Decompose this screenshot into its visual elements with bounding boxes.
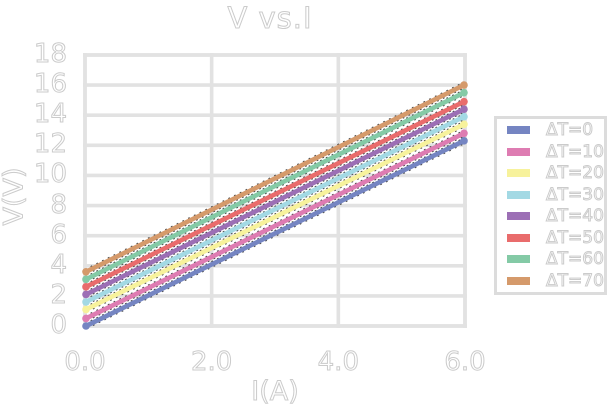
chart-title: V vs.I — [227, 1, 313, 36]
legend-label: ΔT=40 — [546, 206, 605, 227]
legend-swatch — [507, 169, 530, 178]
data-point — [460, 137, 468, 145]
y-tick-label: 18 — [33, 39, 67, 69]
legend-item: ΔT=40 — [507, 206, 605, 227]
y-tick-label: 4 — [50, 249, 68, 280]
legend-label: ΔT=50 — [546, 227, 605, 248]
x-tick-label: 6.0 — [444, 347, 486, 377]
data-point — [82, 275, 90, 284]
legend-label: ΔT=0 — [545, 120, 594, 141]
y-tick-label: 16 — [33, 69, 67, 100]
legend-swatch — [507, 255, 530, 264]
data-point — [460, 81, 468, 89]
y-tick-label: 2 — [50, 279, 68, 310]
legend-item: ΔT=60 — [507, 249, 605, 270]
data-point — [460, 105, 468, 113]
legend-label: ΔT=60 — [546, 249, 605, 270]
legend-item: ΔT=10 — [507, 141, 605, 162]
legend-swatch — [507, 147, 530, 156]
legend-item: ΔT=30 — [507, 184, 605, 205]
x-tick-label: 4.0 — [317, 347, 359, 377]
series-line-dt-0 — [83, 138, 467, 329]
x-axis-label: I(A) — [251, 376, 300, 407]
legend-swatch — [507, 276, 530, 285]
series-line-dt-30 — [83, 114, 467, 305]
legend-item: ΔT=50 — [507, 227, 605, 248]
series-line-dt-40 — [83, 106, 467, 297]
y-tick-label: 0 — [50, 310, 68, 340]
data-point — [460, 129, 468, 138]
y-tick-label: 6 — [50, 219, 68, 250]
series-line-dt-70 — [83, 82, 467, 275]
data-point — [82, 268, 90, 276]
x-tick-label: 2.0 — [190, 347, 233, 377]
legend-label: ΔT=10 — [546, 141, 605, 162]
legend-label: ΔT=20 — [546, 163, 605, 184]
data-point — [460, 112, 468, 121]
legend-label: ΔT=30 — [546, 184, 605, 205]
plot-frame — [83, 53, 467, 328]
x-tick-label: 0.0 — [64, 347, 106, 377]
data-point — [82, 305, 90, 314]
data-point — [82, 314, 90, 323]
series-line-dt-20 — [83, 121, 467, 312]
legend-item: ΔT=70 — [507, 270, 605, 291]
data-point — [82, 298, 90, 306]
data-point — [460, 120, 468, 129]
data-point — [460, 97, 468, 106]
legend-swatch — [507, 126, 530, 135]
legend-label: ΔT=70 — [546, 270, 605, 291]
y-tick-label: 10 — [33, 159, 67, 190]
legend-swatch — [507, 190, 530, 199]
y-tick-label: 12 — [33, 129, 67, 160]
data-point — [82, 283, 90, 291]
y-tick-label: 14 — [33, 99, 67, 130]
legend-item: ΔT=0 — [507, 120, 604, 141]
legend-swatch — [507, 233, 530, 242]
legend-item: ΔT=20 — [507, 163, 605, 184]
series-line-dt-50 — [83, 99, 467, 290]
legend: ΔT=0 ΔT=10 ΔT=20 ΔT=30 ΔT=40 ΔT=50 ΔT=60 ΔT=70 — [494, 116, 607, 295]
series-line-dt-10 — [83, 130, 467, 321]
series-line-dt-60 — [83, 90, 467, 282]
legend-swatch — [507, 212, 530, 221]
data-point — [82, 322, 90, 330]
data-point — [82, 290, 90, 299]
data-point — [460, 88, 468, 97]
y-tick-label: 8 — [50, 189, 68, 220]
